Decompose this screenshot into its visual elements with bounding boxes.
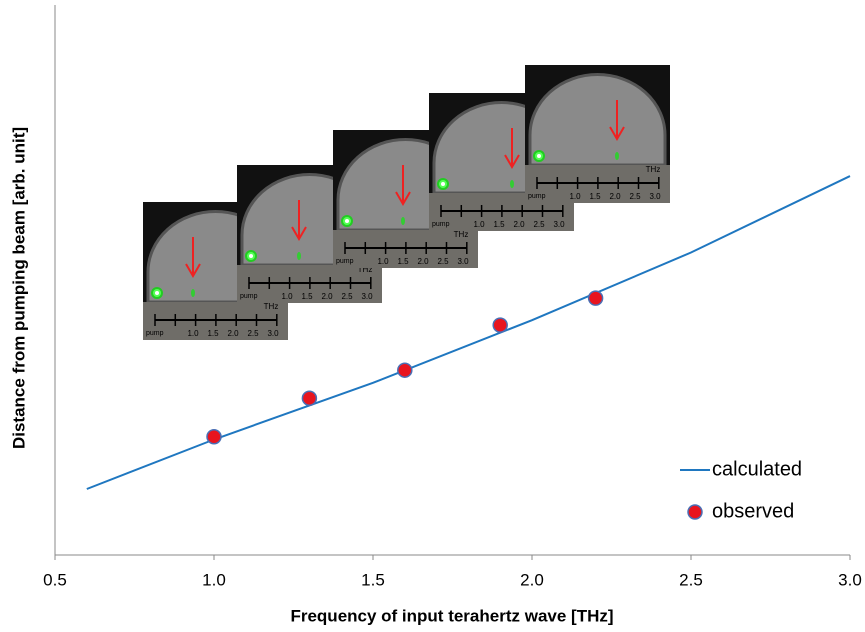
calculated-line [86, 175, 851, 490]
arrow-head [609, 126, 625, 141]
inset-scale-label: 1.0 [569, 192, 581, 201]
pump-core [537, 154, 541, 158]
thz-spot [510, 180, 514, 188]
inset-scale-label: 3.0 [267, 329, 279, 338]
x-tick-label: 1.5 [361, 570, 385, 589]
inset-scale-label: 1.0 [187, 329, 199, 338]
legend-marker [687, 504, 703, 520]
inset-scale-label: 1.0 [473, 220, 485, 229]
legend-label: observed [712, 500, 794, 522]
inset-scale-label: 2.0 [227, 329, 239, 338]
inset-scale-label: 1.0 [281, 292, 293, 301]
inset-unit: THz [646, 165, 661, 174]
inset-photo: THz pump 1.0 1.5 2.0 2.5 3.0 [525, 65, 670, 203]
inset-scale-label: 2.0 [321, 292, 333, 301]
x-tick-label: 3.0 [838, 570, 862, 589]
legend-label: calculated [712, 458, 802, 480]
inset-scale-label: 1.0 [377, 257, 389, 266]
pump-core [249, 254, 253, 258]
inset-scale-label: 2.0 [609, 192, 621, 201]
observed-point [301, 390, 318, 406]
thz-spot [615, 152, 619, 160]
thz-spot [191, 289, 195, 297]
inset-scale-label: 3.0 [457, 257, 469, 266]
thz-spot [401, 217, 405, 225]
arrow-head [291, 226, 307, 241]
inset-scale-label: 3.0 [361, 292, 373, 301]
inset-scale-label: 2.0 [513, 220, 525, 229]
arrow-head [185, 263, 201, 278]
pump-core [441, 182, 445, 186]
pump-core [155, 291, 159, 295]
x-tick-label: 2.0 [520, 570, 544, 589]
inset-scale-label: 3.0 [649, 192, 661, 201]
arrow-head [504, 154, 520, 169]
inset-scale-label: 2.0 [417, 257, 429, 266]
arrow-head [395, 191, 411, 206]
inset-pump: pump [146, 330, 164, 337]
pump-core [345, 219, 349, 223]
inset-pump: pump [336, 258, 354, 265]
inset-unit: THz [454, 230, 469, 239]
thz-spot [297, 252, 301, 260]
observed-point [587, 290, 604, 306]
inset-scale-label: 2.5 [341, 292, 353, 301]
x-axis-label: Frequency of input terahertz wave [THz] [290, 606, 613, 625]
y-axis-label: Distance from pumping beam [arb. unit] [9, 127, 28, 449]
observed-point [206, 429, 222, 445]
inset-scale-label: 2.5 [629, 192, 641, 201]
inset-pump: pump [240, 293, 258, 300]
observed-point [492, 317, 508, 333]
inset-pump: pump [528, 193, 546, 200]
inset-unit: THz [264, 302, 279, 311]
inset-scale-label: 2.5 [533, 220, 545, 229]
inset-scale-label: 1.5 [207, 329, 219, 338]
inset-scale-label: 1.5 [589, 192, 601, 201]
inset-scale-label: 2.5 [437, 257, 449, 266]
inset-scale-label: 1.5 [397, 257, 409, 266]
inset-scale-label: 1.5 [493, 220, 505, 229]
inset-scale-label: 1.5 [301, 292, 313, 301]
x-tick-label: 0.5 [43, 570, 67, 589]
inset-scale-label: 2.5 [247, 329, 259, 338]
inset-scale-label: 3.0 [553, 220, 565, 229]
x-tick-label: 1.0 [202, 570, 226, 589]
inset-pump: pump [432, 221, 450, 228]
inset-unit: THz [358, 265, 373, 274]
observed-point [397, 362, 413, 378]
photo-dome [528, 73, 667, 167]
x-tick-label: 2.5 [679, 570, 703, 589]
